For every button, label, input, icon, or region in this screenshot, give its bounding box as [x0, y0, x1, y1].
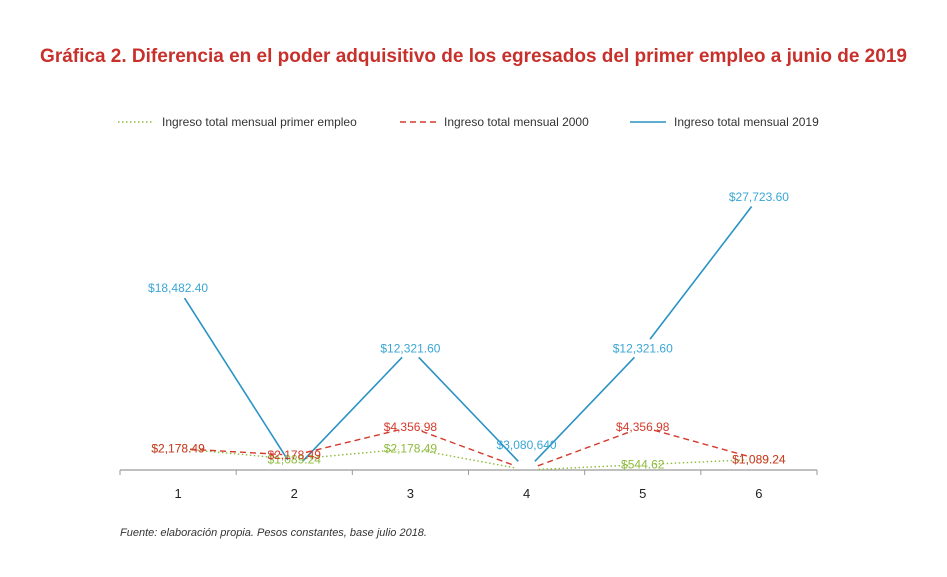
series-lines — [183, 206, 753, 471]
series-3-data-label: $12,321.60 — [380, 342, 440, 356]
x-tick-label: 5 — [639, 486, 646, 501]
series-2-segment — [537, 430, 632, 467]
series-3-data-label: $18,482.40 — [148, 281, 208, 295]
chart-source: Fuente: elaboración propia. Pesos consta… — [120, 527, 427, 539]
series-2-data-label: $2,178.49 — [151, 442, 205, 456]
series-1-segment — [189, 448, 283, 459]
x-tick-label: 1 — [174, 486, 181, 501]
x-tick-label: 4 — [523, 486, 530, 501]
series-1-data-label: $2,178.49 — [384, 442, 438, 456]
legend-label-2: Ingreso total mensual 2000 — [444, 115, 589, 129]
series-2-data-label: $4,356.98 — [616, 420, 670, 434]
series-3-segment — [418, 356, 519, 462]
series-2-data-label: $1,089.24 — [732, 452, 786, 466]
x-tick-label: 3 — [407, 486, 414, 501]
x-tick-label: 2 — [291, 486, 298, 501]
series-3-data-label: $3,080,640 — [497, 438, 557, 452]
series-2-segment — [654, 429, 748, 457]
series-1-data-label: $2,178.49 — [151, 442, 205, 456]
legend-label-1: Ingreso total mensual primer empleo — [162, 115, 357, 129]
series-3-data-label: $27,723.60 — [729, 190, 789, 204]
series-1-data-label: $1,089.24 — [268, 452, 322, 466]
series-1-segment — [538, 464, 631, 471]
series-2-data-label: $4,356.98 — [384, 420, 438, 434]
series-2-segment — [190, 448, 283, 456]
series-2-segment — [305, 429, 399, 454]
legend-label-3: Ingreso total mensual 2019 — [674, 115, 819, 129]
series-1-segment — [654, 459, 747, 465]
series-1-data-label: $544.62 — [621, 458, 665, 472]
data-labels: $2,178.49$1,089.24$2,178.49$544.62 $1,089… — [148, 190, 789, 472]
series-3-segment — [649, 206, 753, 340]
x-tick-label: 6 — [755, 486, 762, 501]
series-1-segment — [306, 448, 399, 459]
legend: Ingreso total mensual primer empleo Ingre… — [118, 115, 819, 129]
series-3-segment — [183, 297, 289, 461]
series-3-data-label: $12,321.60 — [613, 342, 673, 356]
series-1-data-label: $1,089.24 — [732, 452, 786, 466]
series-3-segment — [301, 356, 403, 462]
series-2-data-label: $2,178.49 — [268, 448, 322, 462]
series-2-segment — [421, 430, 516, 467]
series-3-segment — [534, 356, 636, 462]
x-axis: 1 2 3 4 5 6 — [119, 469, 818, 501]
chart-title: Gráfica 2. Diferencia en el poder adquis… — [40, 46, 907, 67]
